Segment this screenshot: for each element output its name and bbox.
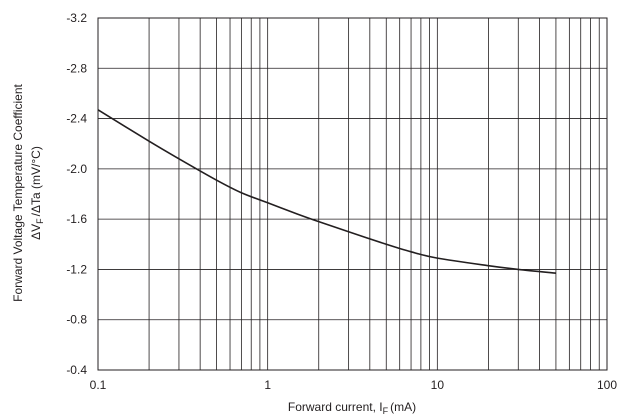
curve-layer <box>97 109 557 274</box>
y-axis-title-line2-rest: /ΔTa (mV/°C) <box>29 146 43 216</box>
y-tick-label: -2.0 <box>66 162 87 176</box>
x-axis-title: Forward current, IF (mA) <box>288 400 416 416</box>
y-tick-label: -2.8 <box>66 61 87 75</box>
x-tick-label: 1 <box>264 378 271 392</box>
y-tick-label: -1.2 <box>66 262 87 276</box>
temp-coefficient-curve <box>97 109 557 274</box>
x-tick-label: 100 <box>597 378 617 392</box>
y-tick-label: -0.8 <box>66 313 87 327</box>
y-tick-label: -1.6 <box>66 212 87 226</box>
y-axis-title-line2-subscript: F <box>35 218 45 224</box>
grid-layer <box>97 17 607 371</box>
y-tick-label: -0.4 <box>66 363 87 377</box>
x-tick-label: 10 <box>431 378 445 392</box>
x-axis-title-subscript: F <box>383 406 389 416</box>
y-tick-label: -2.4 <box>66 112 87 126</box>
x-axis-title-unit: (mA) <box>390 400 416 414</box>
y-axis-title-line1: Forward Voltage Temperature Coefficient <box>11 84 25 302</box>
y-axis-title: Forward Voltage Temperature Coefficient … <box>11 84 45 302</box>
y-axis-title-line2: ΔVF/ΔTa (mV/°C) <box>29 146 45 240</box>
plot-frame <box>97 17 608 371</box>
y-tick-labels: -3.2 -2.8 -2.4 -2.0 -1.6 -1.2 -0.8 -0.4 <box>66 11 87 377</box>
x-tick-label: 0.1 <box>90 378 107 392</box>
y-axis-title-line2-prefix: ΔV <box>29 224 43 240</box>
y-tick-label: -3.2 <box>66 11 87 25</box>
x-axis-title-main: Forward current, I <box>288 400 383 414</box>
x-tick-labels: 0.1 1 10 100 <box>90 378 618 392</box>
